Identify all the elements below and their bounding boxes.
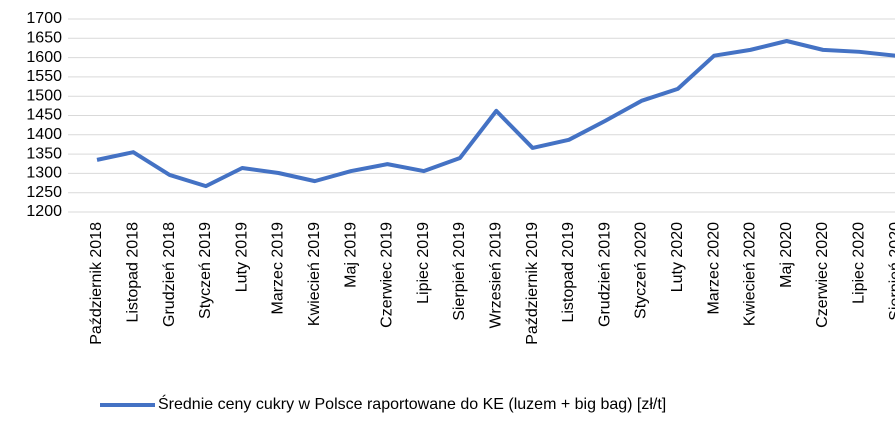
x-tick-label: Październik 2019 <box>524 222 541 345</box>
x-tick-label: Luty 2020 <box>669 222 686 292</box>
y-tick-label: 1200 <box>26 203 62 220</box>
x-tick-label: Styczeń 2020 <box>633 222 650 319</box>
x-tick-label: Luty 2019 <box>233 222 250 292</box>
x-tick-label: Czerwiec 2019 <box>379 222 396 328</box>
y-tick-label: 1350 <box>26 145 62 162</box>
x-tick-label: Sierpień 2019 <box>451 222 468 321</box>
x-tick-label: Sierpień 2020 <box>887 222 895 321</box>
y-tick-label: 1450 <box>26 107 62 124</box>
x-tick-label: Czerwiec 2020 <box>814 222 831 328</box>
y-tick-label: 1550 <box>26 68 62 85</box>
y-tick-label: 1250 <box>26 184 62 201</box>
line <box>96 39 895 189</box>
y-tick-label: 1600 <box>26 49 62 66</box>
y-tick-label: 1300 <box>26 165 62 182</box>
y-tick-label: 1400 <box>26 126 62 143</box>
x-tick-label: Lipiec 2020 <box>851 222 868 304</box>
x-tick-label: Wrzesień 2019 <box>488 222 505 329</box>
y-tick-label: 1700 <box>26 10 62 27</box>
x-tick-label: Grudzień 2019 <box>596 222 613 327</box>
legend-label: Średnie ceny cukry w Polsce raportowane … <box>158 394 666 413</box>
x-tick-label: Listopad 2019 <box>560 222 577 323</box>
x-tick-label: Październik 2018 <box>88 222 105 345</box>
x-tick-label: Marzec 2019 <box>270 222 287 315</box>
x-tick-label: Styczeń 2019 <box>197 222 214 319</box>
y-tick-label: 1500 <box>26 87 62 104</box>
y-tick-label: 1650 <box>26 30 62 47</box>
x-tick-label: Maj 2020 <box>778 222 795 288</box>
x-tick-label: Maj 2019 <box>342 222 359 288</box>
x-tick-label: Kwiecień 2019 <box>306 222 323 326</box>
x-tick-label: Lipiec 2019 <box>415 222 432 304</box>
x-tick-label: Kwiecień 2020 <box>742 222 759 326</box>
x-tick-label: Grudzień 2018 <box>161 222 178 327</box>
x-tick-label: Marzec 2020 <box>705 222 722 315</box>
x-tick-label: Listopad 2018 <box>125 222 142 323</box>
